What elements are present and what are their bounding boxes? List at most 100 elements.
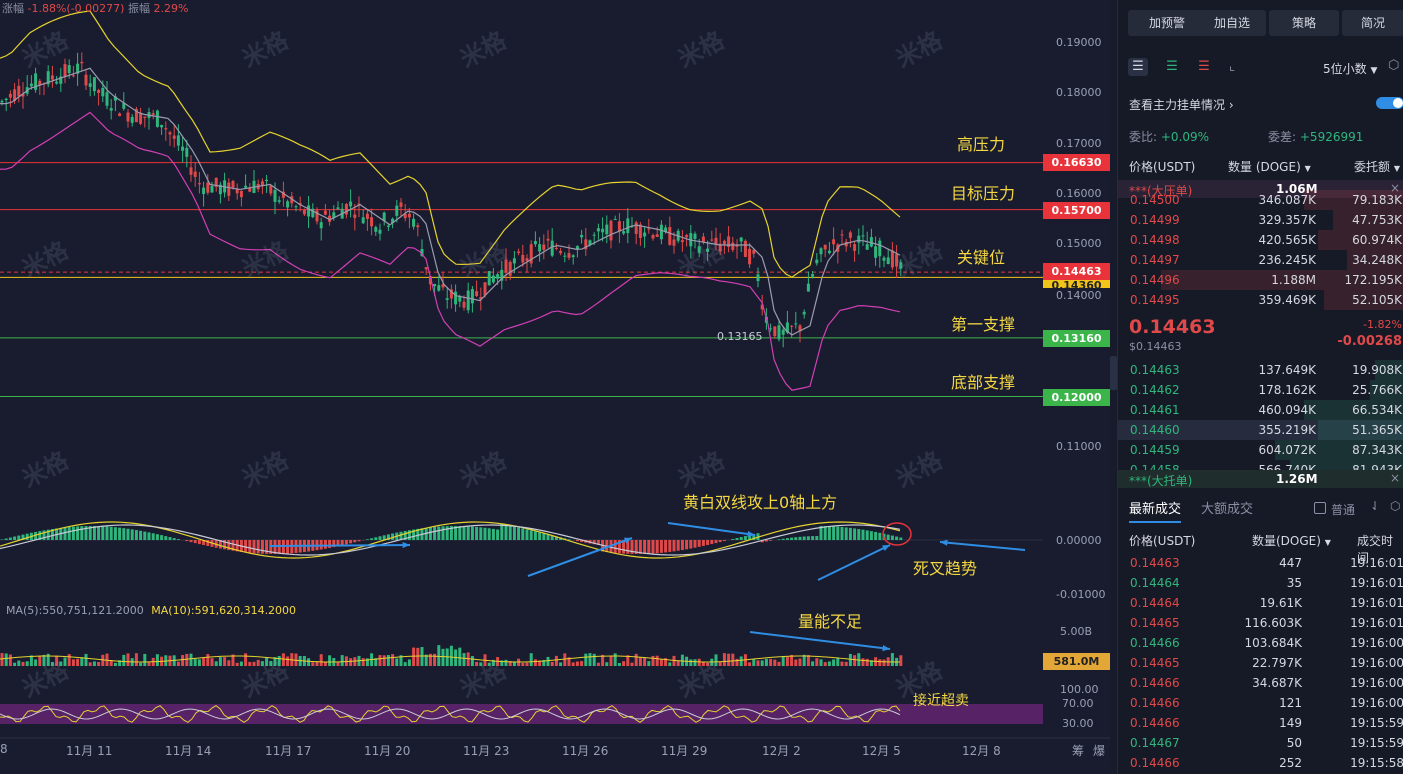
chip-tab[interactable]: 筹 [1072, 744, 1085, 758]
trade-price: 0.14463 [1130, 556, 1180, 570]
trade-row: 0.14466 103.684K 19:16:00 [1118, 633, 1403, 653]
volume-bar [844, 661, 848, 666]
candle-body [399, 202, 403, 207]
volume-bar [8, 654, 12, 666]
macd-histogram-bar [722, 540, 726, 542]
caret-down-icon: ▼ [1393, 164, 1400, 173]
volume-bar [231, 654, 235, 666]
annotation-key-level: 关键位 [957, 248, 1006, 267]
depth-asks-icon[interactable]: ☰ [1198, 59, 1210, 74]
volume-bar [273, 657, 277, 666]
candle-body [643, 232, 647, 237]
big-bid-row[interactable]: ***(大托单) 1.26M × [1118, 470, 1403, 488]
strategy-button[interactable]: 策略 [1269, 10, 1339, 36]
main-orders-link[interactable]: 查看主力挂单情况 › [1129, 96, 1234, 113]
bid-row[interactable]: 0.14459 604.072K 87.343K [1118, 440, 1403, 460]
normal-checkbox[interactable] [1314, 502, 1326, 514]
main-orders-toggle[interactable] [1376, 97, 1403, 109]
close-icon[interactable]: × [1389, 181, 1400, 195]
ask-row[interactable]: 0.14497 236.245K 34.248K [1118, 250, 1403, 270]
depth-both-icon[interactable]: ☰ [1128, 58, 1148, 76]
settings-icon[interactable]: ⬡ [1388, 58, 1400, 73]
candle-body [88, 83, 92, 87]
ask-row[interactable]: 0.14498 420.565K 60.974K [1118, 230, 1403, 250]
profile-button[interactable]: 简况 [1342, 10, 1403, 36]
bid-price: 0.14461 [1130, 403, 1180, 417]
bid-row[interactable]: 0.14463 137.649K 19.908K [1118, 360, 1403, 380]
depth-chart-icon[interactable]: ⌞ [1228, 59, 1236, 74]
volume-bar [315, 661, 319, 666]
add-alert-button[interactable]: 加预警 [1128, 10, 1206, 36]
macd-histogram-bar [97, 526, 101, 540]
volume-bar [470, 656, 474, 666]
trade-qty: 19.61K [1259, 596, 1302, 610]
big-ask-row[interactable]: ***(大压单) 1.06M × [1118, 180, 1403, 198]
macd-histogram-bar [399, 531, 403, 540]
col-qty[interactable]: 数量 (DOGE) ▼ [1228, 158, 1311, 175]
trade-qty: 103.684K [1244, 636, 1303, 650]
volume-bar [155, 654, 159, 666]
macd-histogram-bar [382, 535, 386, 540]
chart-area[interactable]: 涨幅 -1.88%(-0.00277) 振幅 2.29% 米格 米格 米格 米格… [0, 0, 1110, 774]
settings-icon[interactable]: ⬡ [1390, 499, 1401, 513]
macd-histogram-bar [647, 540, 651, 554]
candle-body [433, 283, 437, 287]
candle-body [244, 185, 248, 188]
tab-latest-trades[interactable]: 最新成交 [1129, 498, 1182, 523]
candle-body [563, 255, 567, 257]
ask-row[interactable]: 0.14495 359.469K 52.105K [1118, 290, 1403, 310]
bid-price: 0.14459 [1130, 443, 1180, 457]
panel-collapse-handle[interactable] [1110, 356, 1117, 390]
y-tick: 0.15000 [1056, 237, 1102, 250]
trend-arrow [402, 541, 410, 549]
macd-histogram-bar [4, 538, 8, 540]
bid-qty: 178.162K [1258, 383, 1317, 397]
depth-bids-icon[interactable]: ☰ [1166, 59, 1178, 74]
trend-arrow [269, 544, 411, 547]
macd-histogram-bar [50, 529, 54, 540]
volume-bar [88, 662, 92, 666]
trade-price: 0.14466 [1130, 696, 1180, 710]
macd-histogram-bar [853, 528, 857, 540]
candle-body [126, 112, 130, 122]
candle-body [777, 325, 781, 340]
ask-row[interactable]: 0.14500 346.087K 79.183K [1118, 190, 1403, 210]
candle-body [466, 290, 470, 311]
add-watchlist-button[interactable]: 加自选 [1198, 10, 1266, 36]
col-total[interactable]: 委托额 ▼ [1354, 158, 1400, 175]
ask-qty: 359.469K [1258, 293, 1317, 307]
tab-big-trades[interactable]: 大额成交 [1201, 502, 1254, 517]
ask-row[interactable]: 0.14499 329.357K 47.753K [1118, 210, 1403, 230]
macd-histogram-bar [743, 536, 747, 540]
candle-body [307, 205, 311, 217]
candle-body [874, 246, 878, 258]
decimals-select[interactable]: 5位小数 ▼ [1323, 60, 1377, 77]
ask-row[interactable]: 0.14496 1.188M 172.195K [1118, 270, 1403, 290]
candle-body [130, 116, 134, 123]
candle-body [155, 110, 159, 127]
macd-histogram-bar [109, 526, 113, 540]
volume-bar [391, 654, 395, 666]
liquidation-tab[interactable]: 爆 [1093, 744, 1106, 758]
volume-bar [374, 658, 378, 666]
bid-row[interactable]: 0.14461 460.094K 66.534K [1118, 400, 1403, 420]
macd-histogram-bar [336, 540, 340, 547]
volume-ma10: MA(10):591,620,314.2000 [151, 604, 297, 617]
volume-bar [323, 661, 327, 666]
filter-icon[interactable]: ⇃ [1370, 499, 1381, 513]
macd-histogram-bar [403, 530, 407, 540]
macd-histogram-bar [437, 526, 441, 540]
volume-bar [0, 653, 4, 666]
candle-body [592, 234, 596, 236]
candle-body [626, 218, 630, 234]
candle-body [185, 147, 189, 157]
bid-row[interactable]: 0.14460 355.219K 51.365K [1118, 420, 1403, 440]
close-icon[interactable]: × [1389, 471, 1400, 485]
macd-histogram-bar [806, 536, 810, 540]
big-bid-value: 1.26M [1276, 472, 1318, 486]
trade-col-qty[interactable]: 数量(DOGE) ▼ [1252, 532, 1331, 549]
bid-row[interactable]: 0.14462 178.162K 25.766K [1118, 380, 1403, 400]
last-price: 0.14463 [1129, 316, 1216, 338]
candle-body [613, 218, 617, 220]
macd-histogram-bar [643, 540, 647, 554]
